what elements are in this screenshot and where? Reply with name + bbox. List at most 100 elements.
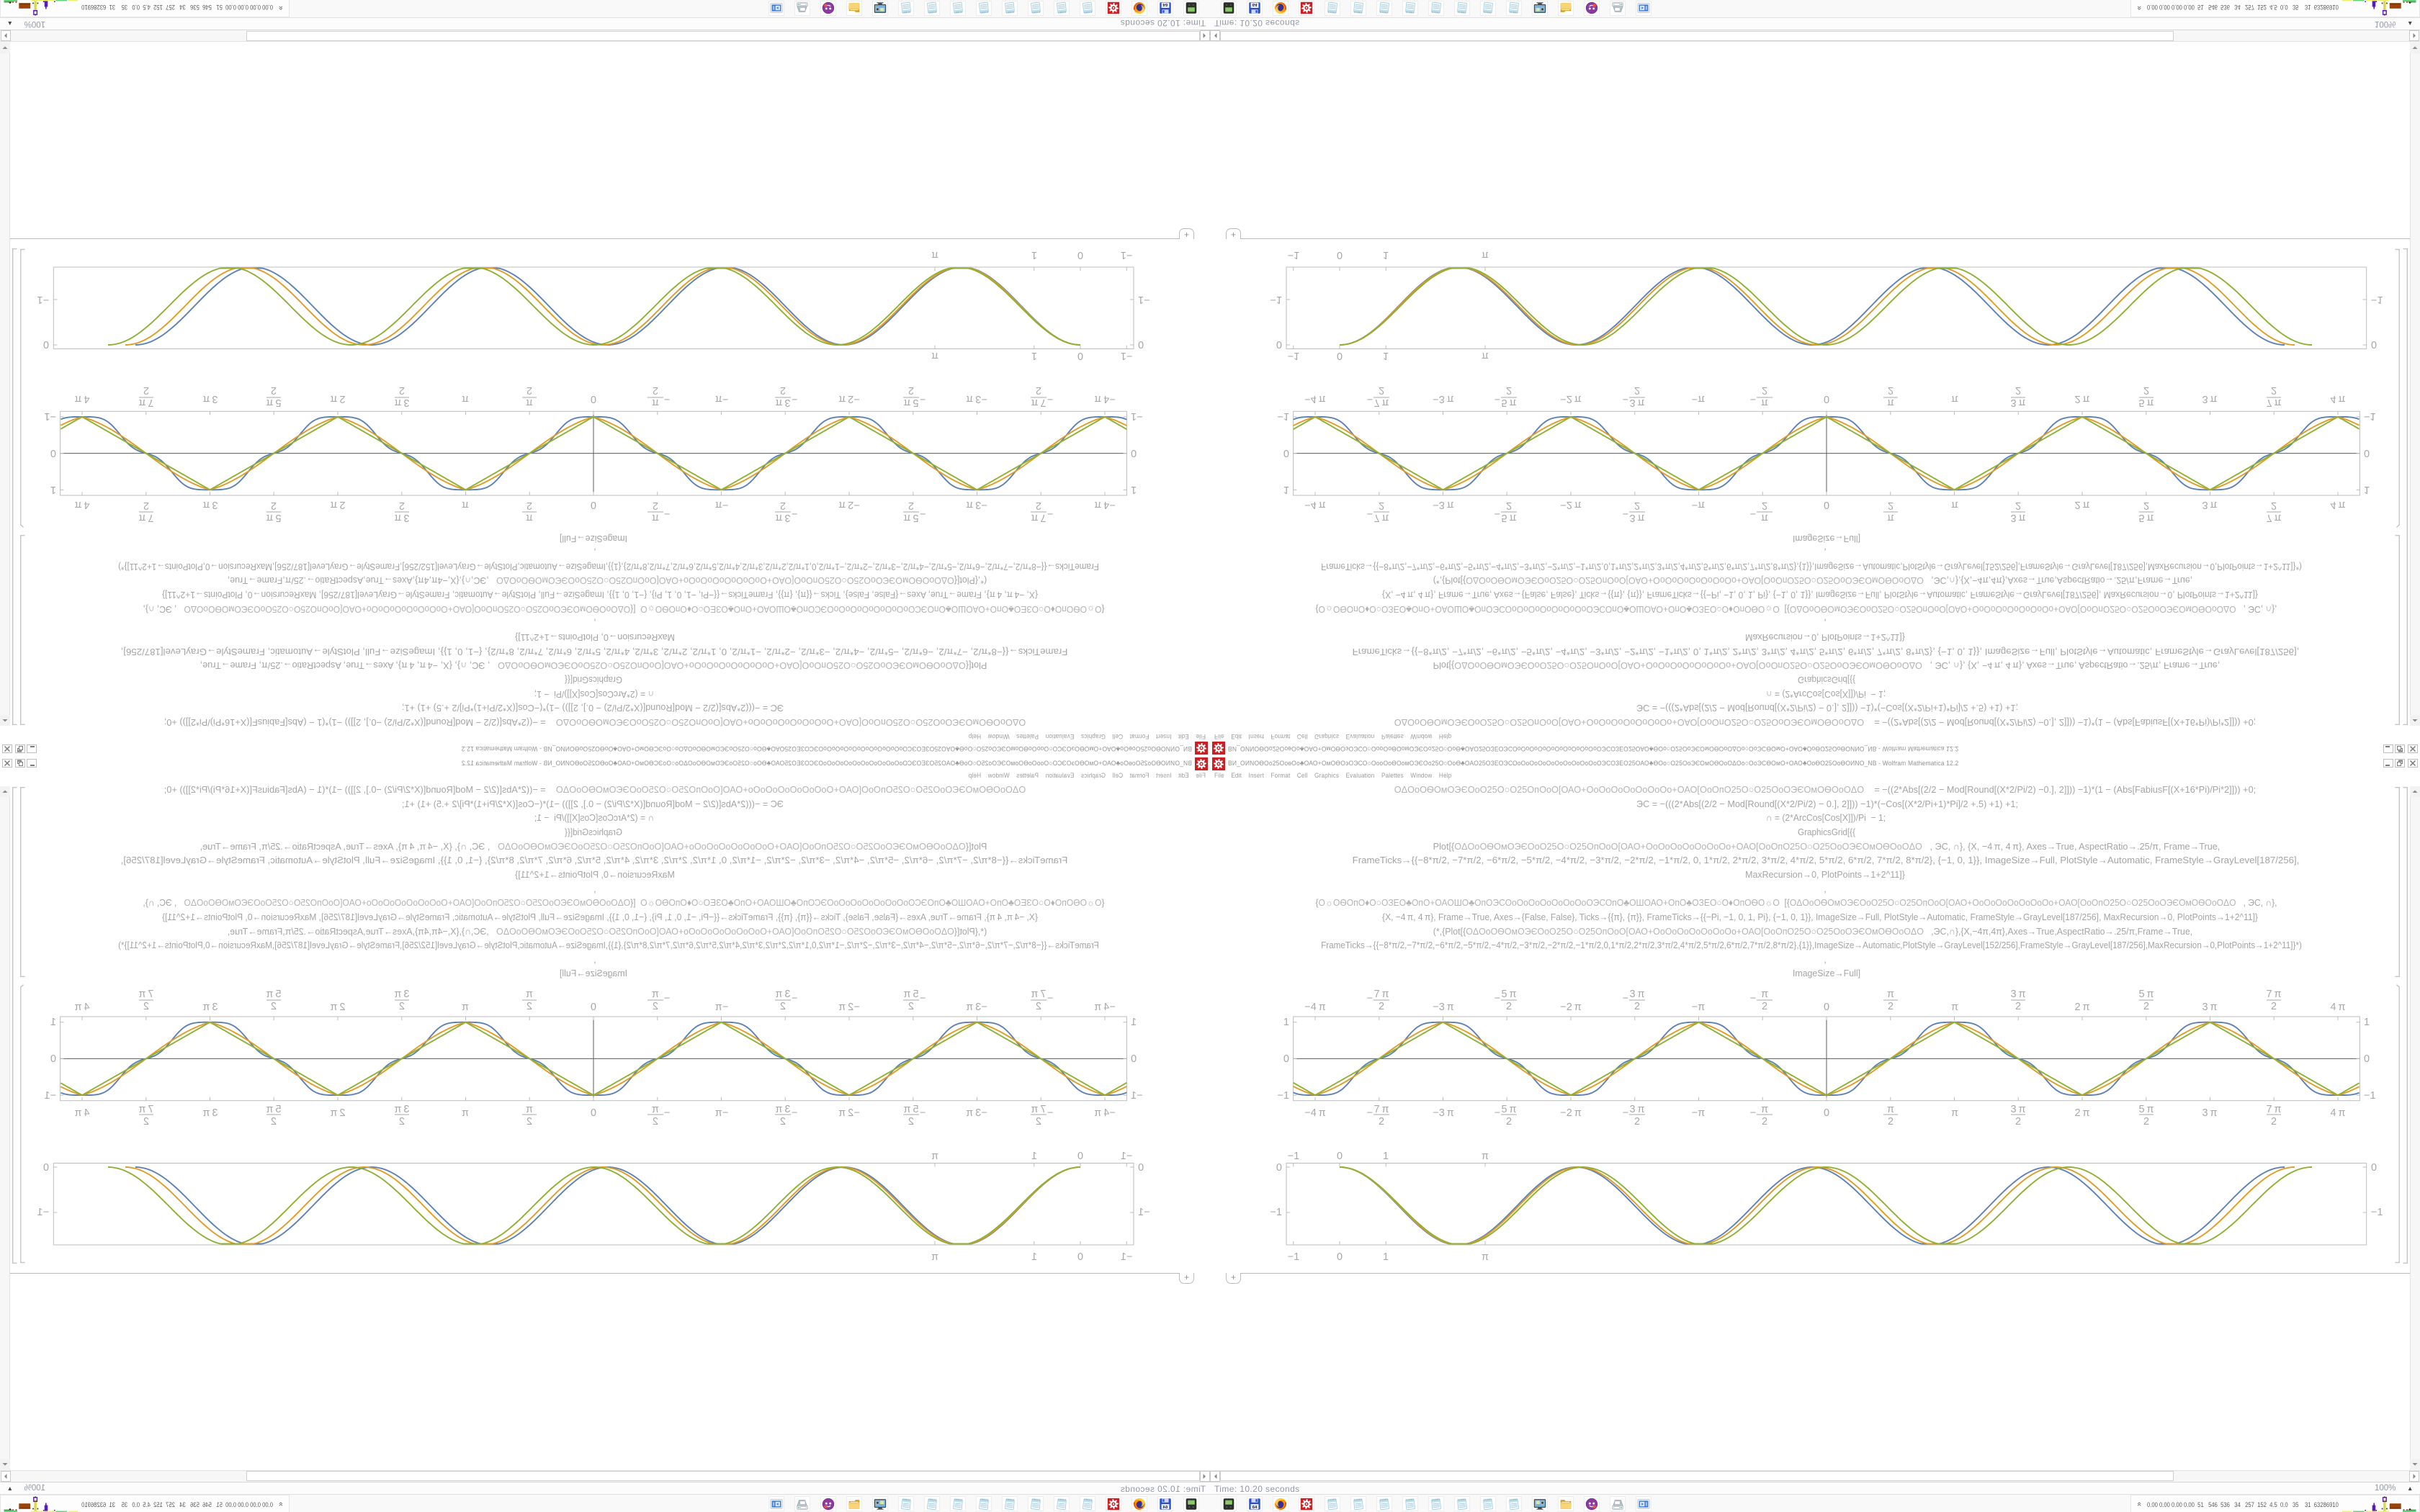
svg-text:2 π: 2 π (2075, 1107, 2090, 1119)
svg-text:0: 0 (591, 1002, 596, 1013)
svg-text:7 π: 7 π (1374, 1104, 1389, 1115)
svg-text:7 π: 7 π (1374, 989, 1389, 1000)
svg-text:0: 0 (1276, 1162, 1282, 1174)
svg-text:−1: −1 (37, 1207, 49, 1218)
svg-text:2: 2 (2143, 1001, 2149, 1012)
svg-text:0: 0 (591, 393, 596, 405)
svg-text:2: 2 (399, 1001, 405, 1012)
svg-text:1: 1 (1131, 1017, 1137, 1028)
svg-text:π: π (1951, 1107, 1958, 1119)
svg-text:−1: −1 (2371, 1207, 2383, 1218)
svg-text:2: 2 (908, 384, 914, 396)
svg-text:2: 2 (143, 1001, 149, 1012)
svg-text:0: 0 (1138, 338, 1144, 350)
svg-text:2: 2 (1506, 384, 1512, 396)
svg-text:−1: −1 (1121, 249, 1133, 261)
svg-text:7 π: 7 π (139, 1104, 154, 1115)
svg-text:−4 π: −4 π (1094, 499, 1115, 510)
svg-text:2: 2 (1762, 1001, 1767, 1012)
svg-text:3 π: 3 π (2011, 512, 2026, 523)
svg-text:2: 2 (1379, 384, 1384, 396)
svg-text:−3 π: −3 π (966, 499, 987, 510)
svg-text:−: − (920, 1107, 926, 1119)
svg-text:2: 2 (2271, 384, 2277, 396)
svg-text:2: 2 (526, 384, 532, 396)
svg-text:π: π (1951, 499, 1958, 510)
svg-text:−: − (1047, 393, 1053, 405)
svg-text:5 π: 5 π (1502, 1104, 1517, 1115)
svg-text:−1: −1 (1277, 1090, 1289, 1102)
svg-text:4 π: 4 π (75, 1107, 90, 1119)
svg-text:5 π: 5 π (904, 512, 919, 523)
svg-text:2: 2 (1379, 500, 1384, 511)
svg-text:−1: −1 (1121, 1151, 1133, 1162)
svg-text:0: 0 (1824, 499, 1829, 510)
svg-text:−1: −1 (1270, 294, 1282, 305)
svg-text:2: 2 (271, 500, 277, 511)
svg-text:2: 2 (780, 1001, 786, 1012)
svg-text:−3 π: −3 π (966, 1002, 987, 1013)
svg-text:−1: −1 (1131, 1090, 1143, 1102)
svg-text:−π: −π (715, 499, 728, 510)
svg-text:0: 0 (43, 1162, 49, 1174)
svg-text:1: 1 (50, 484, 56, 495)
svg-text:−: − (1047, 508, 1053, 519)
svg-text:−: − (1367, 993, 1373, 1004)
svg-text:−: − (1623, 393, 1628, 405)
svg-text:2: 2 (780, 384, 786, 396)
svg-text:3 π: 3 π (776, 989, 791, 1000)
svg-text:7 π: 7 π (2267, 397, 2282, 408)
svg-text:0: 0 (1131, 1053, 1137, 1065)
svg-text:2 π: 2 π (2075, 393, 2090, 405)
svg-text:2: 2 (653, 1001, 658, 1012)
svg-text:π: π (462, 1002, 469, 1013)
svg-text:2: 2 (1379, 1001, 1384, 1012)
svg-text:64: 64 (1162, 1506, 1168, 1510)
svg-text:3 π: 3 π (1630, 989, 1645, 1000)
svg-text:π: π (931, 249, 938, 261)
svg-text:7 π: 7 π (139, 989, 154, 1000)
svg-text:−4 π: −4 π (1094, 1002, 1115, 1013)
svg-text:5 π: 5 π (266, 397, 282, 408)
svg-text:2: 2 (399, 384, 405, 396)
svg-text:−: − (664, 993, 670, 1004)
svg-text:2: 2 (908, 1001, 914, 1012)
svg-text:3 π: 3 π (776, 1104, 791, 1115)
svg-text:−: − (920, 508, 926, 519)
svg-text:2: 2 (653, 1116, 658, 1128)
svg-text:1: 1 (1031, 1151, 1037, 1162)
svg-text:3 π: 3 π (395, 1104, 410, 1115)
svg-text:2: 2 (653, 500, 658, 511)
svg-text:π: π (1482, 249, 1489, 261)
svg-text:2: 2 (143, 500, 149, 511)
svg-text:π: π (526, 1104, 533, 1115)
svg-text:4 π: 4 π (75, 1002, 90, 1013)
svg-text:2: 2 (780, 1116, 786, 1128)
svg-text:−1: −1 (44, 1090, 56, 1102)
svg-text:1: 1 (1131, 484, 1137, 495)
svg-text:−: − (920, 393, 926, 405)
svg-text:π: π (652, 512, 659, 523)
svg-text:2: 2 (908, 500, 914, 511)
svg-text:2: 2 (2271, 1001, 2277, 1012)
svg-text:π: π (526, 397, 533, 408)
svg-text:2 π: 2 π (331, 499, 346, 510)
svg-text:π: π (1887, 512, 1894, 523)
svg-text:π: π (1887, 989, 1894, 1000)
svg-text:2: 2 (1036, 384, 1041, 396)
svg-text:2: 2 (1888, 384, 1894, 396)
svg-text:−: − (1494, 393, 1500, 405)
svg-text:π: π (931, 1251, 938, 1263)
svg-text:−: − (1750, 993, 1756, 1004)
svg-text:7 π: 7 π (1374, 397, 1389, 408)
svg-text:64: 64 (1162, 2, 1168, 6)
svg-text:1: 1 (1031, 350, 1037, 361)
svg-text:0: 0 (50, 1053, 56, 1065)
svg-text:−1: −1 (1121, 1251, 1133, 1263)
svg-text:64: 64 (1252, 2, 1258, 6)
svg-text:π: π (462, 499, 469, 510)
svg-text:5 π: 5 π (266, 1104, 282, 1115)
svg-text:3 π: 3 π (2011, 397, 2026, 408)
svg-text:7 π: 7 π (1031, 989, 1047, 1000)
svg-text:π: π (462, 393, 469, 405)
